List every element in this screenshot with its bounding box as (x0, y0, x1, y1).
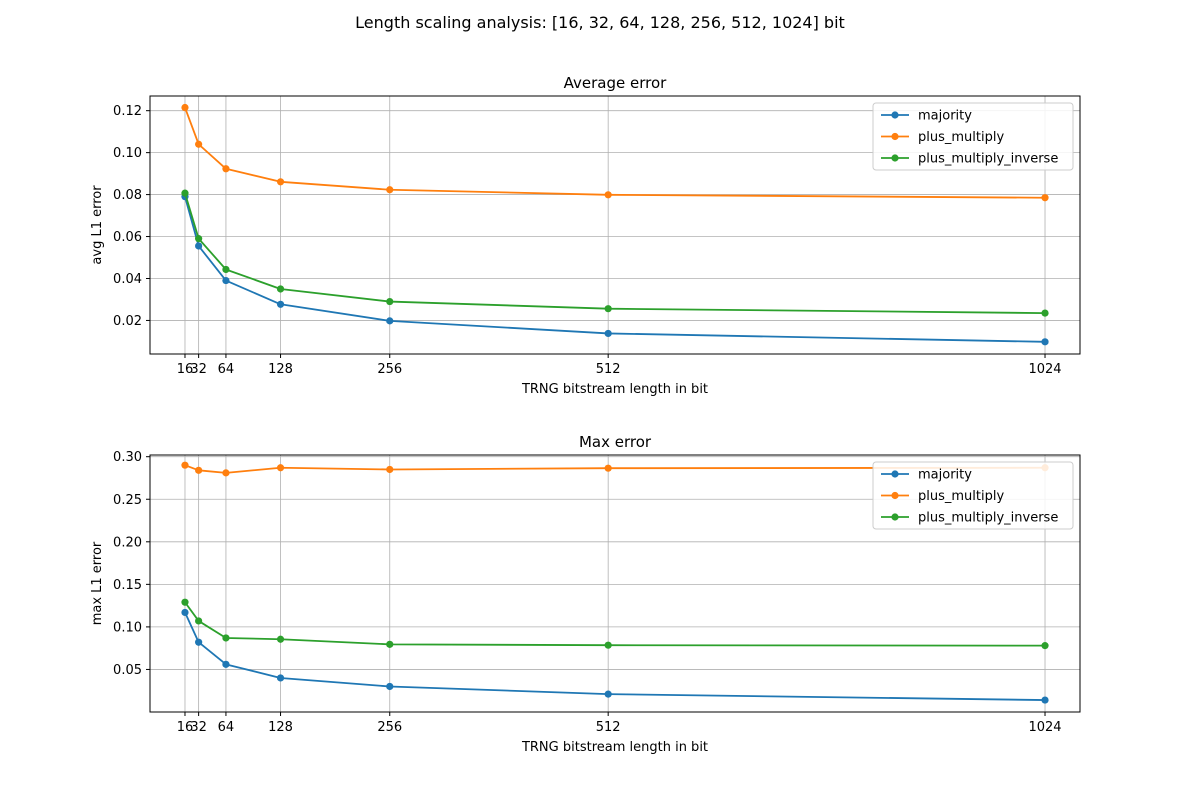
chart-2-title: Max error (579, 433, 652, 451)
chart-1-point-plus_multiply-1024 (1041, 194, 1049, 202)
chart-2-point-plus_multiply_inverse-128 (276, 635, 285, 643)
chart-1-xtick-label: 16 (177, 362, 194, 377)
chart-2-xtick-label: 128 (268, 720, 293, 735)
chart-2-point-majority-512 (604, 690, 612, 698)
chart-2-legend-label-plus_multiply_inverse: plus_multiply_inverse (918, 511, 1058, 526)
chart-2-xtick-label: 256 (377, 720, 402, 735)
chart-2-legend-label-majority: majority (918, 468, 972, 483)
chart-2-point-plus_multiply-256 (386, 465, 394, 474)
chart-1-legend-label-plus_multiply: plus_multiply (918, 130, 1004, 145)
chart-1-legend: majority plus_multiply plus_multiply_inver… (872, 102, 1074, 171)
chart-1-point-majority-1024 (1041, 338, 1049, 346)
chart-1-title: Average error (564, 74, 668, 92)
chart-2-point-plus_multiply-512 (604, 464, 612, 472)
chart-2-point-plus_multiply-32 (195, 466, 203, 474)
chart-1-point-majority-512 (604, 329, 612, 338)
chart-1-ytick-label: 0.10 (113, 146, 142, 161)
chart-2-point-majority-128 (276, 674, 285, 682)
chart-1-point-plus_multiply_inverse-128 (276, 285, 285, 293)
chart-1-ytick-label: 0.12 (113, 104, 142, 119)
chart-2-legend-marker-plus_multiply (891, 491, 899, 500)
chart-2-point-majority-1024 (1041, 696, 1049, 704)
chart-1-legend-box (872, 102, 1074, 171)
chart-2-point-majority-64 (222, 660, 230, 668)
chart-1-point-plus_multiply-128 (276, 178, 285, 186)
chart-1-frame (149, 95, 1081, 355)
chart-2-point-plus_multiply_inverse-64 (222, 634, 230, 642)
chart-1-xlabel: TRNG bitstream length in bit (521, 382, 708, 397)
chart-1-ytick-label: 0.02 (113, 314, 142, 329)
chart-1-legend-label-plus_multiply_inverse: plus_multiply_inverse (918, 152, 1058, 167)
chart-1-point-majority-32 (195, 242, 203, 250)
chart-2-point-plus_multiply_inverse-256 (386, 640, 394, 648)
chart-1-point-majority-128 (276, 300, 285, 308)
chart-2-xtick-label: 1024 (1028, 720, 1061, 735)
chart-1-point-plus_multiply_inverse-1024 (1041, 309, 1049, 317)
chart-2-legend-marker-majority (891, 470, 899, 478)
chart-2-point-majority-32 (195, 638, 203, 646)
chart-2-xtick-label: 16 (177, 720, 194, 735)
chart-1-point-plus_multiply_inverse-64 (222, 265, 230, 274)
chart-2-ytick-label: 0.20 (113, 535, 142, 550)
chart-1-legend-marker-majority (891, 111, 899, 119)
chart-2-legend-box (872, 461, 1074, 530)
chart-2-ytick-label: 0.15 (113, 578, 142, 593)
chart-1-point-plus_multiply-512 (604, 191, 612, 199)
chart-2-legend-marker-plus_multiply_inverse (891, 513, 899, 521)
chart-1-point-majority-256 (386, 317, 394, 325)
chart-2-point-plus_multiply_inverse-32 (195, 617, 203, 625)
chart-2-point-plus_multiply-128 (276, 464, 285, 472)
chart-2-ytick-label: 0.05 (113, 663, 142, 678)
chart-2-point-plus_multiply-16 (181, 461, 189, 469)
chart-1-point-plus_multiply_inverse-16 (181, 189, 189, 197)
chart-2-point-plus_multiply-64 (222, 469, 230, 477)
chart-1-xtick-label: 64 (218, 362, 235, 377)
chart-1-point-plus_multiply_inverse-256 (386, 297, 394, 306)
chart-2-ytick-label: 0.30 (113, 450, 142, 465)
chart-2-point-majority-16 (181, 608, 189, 617)
chart-1-point-plus_multiply-32 (195, 140, 203, 148)
chart-2-xtick-label: 512 (596, 720, 621, 735)
chart-1-point-plus_multiply-64 (222, 165, 230, 173)
chart-2-legend-label-plus_multiply: plus_multiply (918, 489, 1004, 504)
chart-1-legend-label-majority: majority (918, 109, 972, 124)
chart-2-xtick-label: 32 (190, 720, 207, 735)
chart-2-xlabel: TRNG bitstream length in bit (521, 740, 708, 755)
chart-1-xtick-label: 256 (377, 362, 402, 377)
chart-2-point-plus_multiply_inverse-1024 (1041, 642, 1049, 650)
chart-1-ytick-label: 0.08 (113, 188, 142, 203)
chart-2-xtick-label: 64 (218, 720, 235, 735)
chart-1-ytick-label: 0.04 (113, 272, 142, 287)
chart-2-ylabel: max L1 error (90, 541, 105, 625)
chart-2-ytick-label: 0.25 (113, 493, 142, 508)
chart-1-xtick-label: 512 (596, 362, 621, 377)
chart-1-xtick-label: 128 (268, 362, 293, 377)
chart-1-point-plus_multiply_inverse-512 (604, 305, 612, 313)
chart-1-point-plus_multiply-16 (181, 103, 189, 112)
chart-1-point-plus_multiply_inverse-32 (195, 235, 203, 243)
chart-2-ytick-label: 0.10 (113, 620, 142, 635)
chart-2-legend: majority plus_multiply plus_multiply_inver… (872, 461, 1074, 530)
chart-2-point-plus_multiply_inverse-16 (181, 598, 189, 606)
chart-2-point-plus_multiply_inverse-512 (604, 641, 612, 649)
chart-1-ytick-label: 0.06 (113, 230, 142, 245)
chart-1-point-plus_multiply-256 (386, 186, 394, 194)
chart-1-legend-marker-plus_multiply (891, 132, 899, 141)
chart-1-ylabel: avg L1 error (90, 185, 105, 265)
chart-2-point-majority-256 (386, 682, 394, 691)
chart-1-legend-marker-plus_multiply_inverse (891, 154, 899, 162)
chart-2-frame (149, 454, 1081, 713)
chart-1-point-majority-64 (222, 276, 230, 285)
chart-1-xtick-label: 1024 (1028, 362, 1061, 377)
figure-suptitle: Length scaling analysis: [16, 32, 64, 12… (355, 13, 845, 32)
chart-1-xtick-label: 32 (190, 362, 207, 377)
